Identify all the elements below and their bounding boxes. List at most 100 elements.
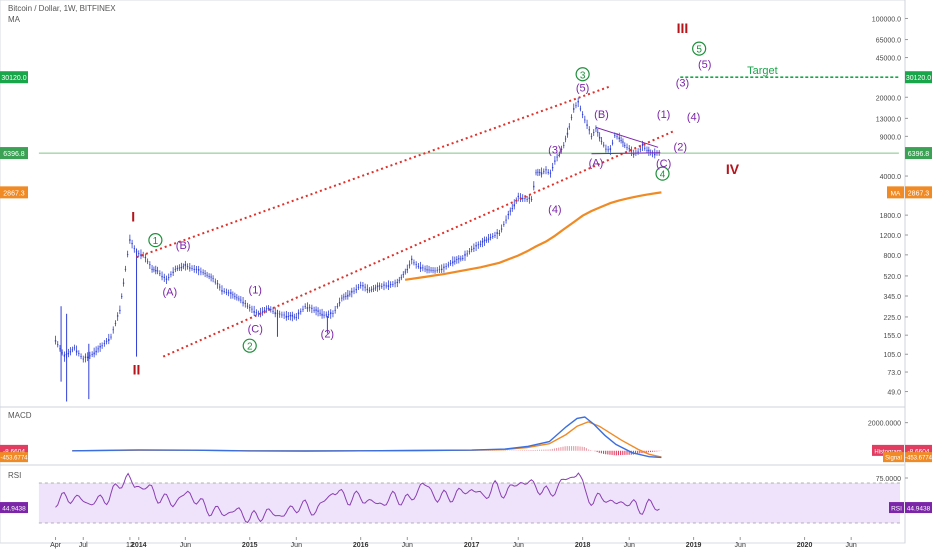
price-bar-body <box>202 272 204 274</box>
price-bar-body <box>251 308 253 310</box>
price-bar-body <box>372 288 375 290</box>
price-bar-body <box>212 278 214 280</box>
price-bar-body <box>646 150 648 151</box>
macd-y-tick: 2000.0000 <box>868 421 901 428</box>
x-tick-label: 2018 <box>575 542 591 549</box>
triangle-upper-line[interactable] <box>595 126 659 148</box>
price-bar-body <box>105 340 108 342</box>
price-bar-body <box>370 289 373 291</box>
price-bar-body <box>598 136 601 139</box>
price-bar-body <box>240 299 242 301</box>
price-bar-body <box>359 285 362 287</box>
price-bar-body <box>122 282 125 284</box>
price-bar-body <box>69 351 72 353</box>
price-bar-body <box>404 271 406 273</box>
price-bar-body <box>57 344 59 346</box>
price-bar-body <box>588 129 590 131</box>
price-bar-body <box>487 238 490 240</box>
y-tick-label: 225.0 <box>883 315 901 322</box>
wave-label-minor: (5) <box>576 82 589 94</box>
price-bar-body <box>176 268 179 270</box>
wave-circle-marker <box>242 338 257 353</box>
price-bar-body <box>430 269 432 271</box>
x-tick-label: Jun <box>735 542 746 549</box>
price-bar-body <box>287 316 290 318</box>
price-bar-body <box>524 198 526 199</box>
price-bar-body <box>238 298 240 300</box>
price-bar-body <box>67 353 70 355</box>
price-bar-body <box>283 314 285 316</box>
wave-label-major: IV <box>726 161 740 177</box>
wave-circle-marker <box>575 67 590 82</box>
rsi-tag-bg <box>889 502 904 514</box>
wave-circle-marker <box>148 233 163 248</box>
wave-label-circle: 2 <box>247 342 253 353</box>
left-signal-tag: -453.6774 <box>0 456 28 462</box>
price-bar-body <box>362 285 364 287</box>
price-bar-body <box>61 352 63 354</box>
price-bar-body <box>225 291 228 293</box>
last-price-tag-bg <box>905 147 932 160</box>
x-tick-label: 2020 <box>797 542 813 549</box>
rsi-value-bg <box>905 502 932 514</box>
price-bar-body <box>91 354 93 355</box>
price-bar-body <box>184 264 187 266</box>
left-target-tag: 30120.0 <box>1 75 26 82</box>
price-bar-body <box>575 105 577 107</box>
y-tick-label: 9000.0 <box>880 134 902 141</box>
price-bar-body <box>644 147 646 149</box>
price-bar-body <box>545 169 547 171</box>
price-bar-body <box>498 232 501 234</box>
price-bar-body <box>253 310 255 313</box>
price-bar-body <box>230 292 232 294</box>
target-label: Target <box>747 65 778 77</box>
price-bar-body <box>155 270 157 272</box>
price-bar-body <box>422 267 424 269</box>
y-tick-label: 20000.0 <box>876 95 901 102</box>
y-tick-label: 1800.0 <box>880 213 902 220</box>
price-bar-body <box>244 303 246 304</box>
price-bar-body <box>620 140 622 141</box>
right-price-axis[interactable]: 100000.0 65000.0 45000.0 20000.0 13000.0 9000… <box>868 16 932 514</box>
triangle-lower-line[interactable] <box>591 152 661 155</box>
y-tick-label: 155.0 <box>883 333 901 340</box>
price-bar-body <box>456 259 458 261</box>
price-bar-body <box>579 108 582 110</box>
target-price-tag: 30120.0 <box>905 71 932 84</box>
price-bar-body <box>605 148 607 150</box>
price-bar-body <box>522 198 524 200</box>
price-bar-body <box>84 356 87 358</box>
price-bar-body <box>496 232 498 235</box>
price-bar-body <box>378 285 381 287</box>
price-bar-body <box>573 108 575 110</box>
price-bar-body <box>600 140 603 142</box>
price-bar-body <box>366 288 369 291</box>
left-ma-tag-bg <box>0 186 28 199</box>
price-bar-body <box>165 278 168 280</box>
price-bar-body <box>319 312 321 314</box>
price-bar-body <box>387 285 390 287</box>
price-bar-body <box>263 309 266 311</box>
price-bar-body <box>97 348 99 350</box>
price-bar-body <box>540 172 543 175</box>
price-bar-body <box>468 251 471 253</box>
last-price-tag: 6396.8 <box>905 147 932 160</box>
price-bar-body <box>257 313 260 315</box>
price-bar-body <box>349 293 351 295</box>
x-tick-label: Apr <box>50 542 62 549</box>
price-bar-body <box>507 213 509 216</box>
price-bar-body <box>317 310 319 312</box>
price-bar-body <box>306 307 309 309</box>
price-bar-body <box>234 296 236 298</box>
rsi-band <box>38 483 900 523</box>
channel-upper-line[interactable] <box>136 85 611 259</box>
price-bar-body <box>385 285 387 287</box>
price-bar-body <box>101 345 103 347</box>
price-bar-body <box>406 268 408 271</box>
price-bar-body <box>479 243 482 245</box>
price-bar-body <box>426 269 428 271</box>
price-bar-body <box>392 284 394 285</box>
x-tick-label: Jun <box>180 542 191 549</box>
